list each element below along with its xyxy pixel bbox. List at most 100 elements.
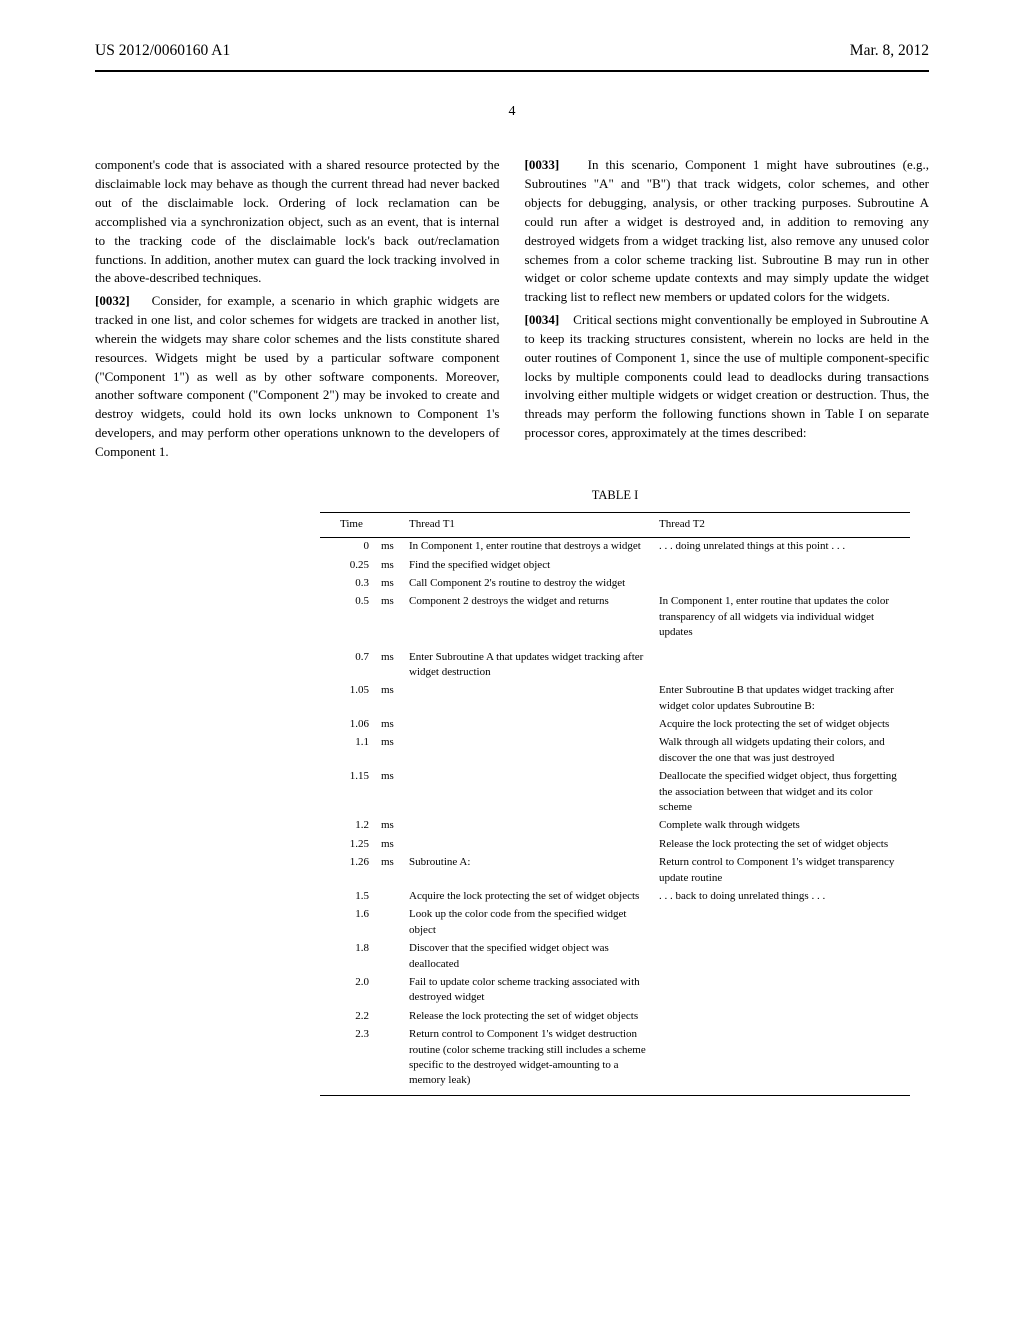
header-thread-t2: Thread T2 — [653, 513, 910, 537]
para-label-0032: [0032] — [95, 293, 130, 308]
cell-thread-t2 — [653, 1007, 910, 1025]
cell-thread-t1: Return control to Component 1's widget d… — [403, 1026, 653, 1096]
cell-time: 1.1 — [320, 734, 375, 768]
cell-unit: ms — [375, 716, 403, 734]
cell-thread-t1 — [403, 682, 653, 716]
cell-unit: ms — [375, 817, 403, 835]
two-column-layout: component's code that is associated with… — [95, 156, 929, 462]
cell-thread-t2: Walk through all widgets updating their … — [653, 734, 910, 768]
cell-thread-t1 — [403, 817, 653, 835]
cell-thread-t1: Acquire the lock protecting the set of w… — [403, 887, 653, 905]
cell-thread-t2: Return control to Component 1's widget t… — [653, 854, 910, 888]
cell-unit: ms — [375, 537, 403, 556]
cell-thread-t1: Call Component 2's routine to destroy th… — [403, 574, 653, 592]
para-text-0033: In this scenario, Component 1 might have… — [525, 157, 930, 304]
cell-time: 1.8 — [320, 940, 375, 974]
table-row: 2.3 Return control to Component 1's widge… — [320, 1026, 910, 1096]
paragraph-0034: [0034] Critical sections might conventio… — [525, 311, 930, 443]
cell-time: 0.25 — [320, 556, 375, 574]
cell-unit — [375, 887, 403, 905]
cell-unit: ms — [375, 593, 403, 642]
cell-time: 0.5 — [320, 593, 375, 642]
cell-thread-t2: In Component 1, enter routine that updat… — [653, 593, 910, 642]
table-row: 2.2 Release the lock protecting the set o… — [320, 1007, 910, 1025]
table-label: TABLE I — [320, 487, 910, 505]
cell-thread-t1: Release the lock protecting the set of w… — [403, 1007, 653, 1025]
cell-thread-t1: Look up the color code from the specifie… — [403, 906, 653, 940]
cell-unit: ms — [375, 574, 403, 592]
cell-thread-t2 — [653, 648, 910, 682]
cell-thread-t2 — [653, 556, 910, 574]
para-label-0034: [0034] — [525, 312, 560, 327]
cell-unit — [375, 906, 403, 940]
cell-time: 0 — [320, 537, 375, 556]
para-label-0033: [0033] — [525, 157, 560, 172]
cell-thread-t2 — [653, 973, 910, 1007]
cell-thread-t2 — [653, 1026, 910, 1096]
cell-time: 1.06 — [320, 716, 375, 734]
cell-time: 0.7 — [320, 648, 375, 682]
paragraph-0032: [0032] Consider, for example, a scenario… — [95, 292, 500, 462]
table-row: 1.06ms Acquire the lock protecting the se… — [320, 716, 910, 734]
page-header: US 2012/0060160 A1 Mar. 8, 2012 — [95, 40, 929, 62]
cell-unit — [375, 1026, 403, 1096]
cell-thread-t1: Subroutine A: — [403, 854, 653, 888]
cell-thread-t1: Discover that the specified widget objec… — [403, 940, 653, 974]
cell-time: 1.6 — [320, 906, 375, 940]
cell-thread-t1: Fail to update color scheme tracking ass… — [403, 973, 653, 1007]
table-row: 1.8 Discover that the specified widget ob… — [320, 940, 910, 974]
table-row: 0.3msCall Component 2's routine to destr… — [320, 574, 910, 592]
cell-thread-t2: Acquire the lock protecting the set of w… — [653, 716, 910, 734]
table-header-row: Time Thread T1 Thread T2 — [320, 513, 910, 537]
table-row: 0.5msComponent 2 destroys the widget and… — [320, 593, 910, 642]
cell-thread-t2: Complete walk through widgets — [653, 817, 910, 835]
cell-unit: ms — [375, 835, 403, 853]
cell-unit: ms — [375, 682, 403, 716]
table-row: 1.05msEnter Subroutine B that updates wi… — [320, 682, 910, 716]
publication-date: Mar. 8, 2012 — [850, 40, 929, 62]
para-continuation: component's code that is associated with… — [95, 156, 500, 288]
cell-unit: ms — [375, 648, 403, 682]
thread-table: Time Thread T1 Thread T2 0msIn Component… — [320, 512, 910, 1095]
cell-time: 1.2 — [320, 817, 375, 835]
cell-time: 2.0 — [320, 973, 375, 1007]
table-row: 1.15ms Deallocate the specified widget ob… — [320, 768, 910, 817]
cell-thread-t1 — [403, 734, 653, 768]
cell-thread-t2 — [653, 906, 910, 940]
paragraph-0033: [0033] In this scenario, Component 1 mig… — [525, 156, 930, 307]
table-row: 1.5Acquire the lock protecting the set o… — [320, 887, 910, 905]
cell-time: 1.26 — [320, 854, 375, 888]
para-text-0032: Consider, for example, a scenario in whi… — [95, 293, 500, 459]
cell-unit — [375, 940, 403, 974]
cell-thread-t2: Release the lock protecting the set of w… — [653, 835, 910, 853]
publication-number: US 2012/0060160 A1 — [95, 40, 230, 62]
cell-thread-t1: In Component 1, enter routine that destr… — [403, 537, 653, 556]
cell-unit — [375, 1007, 403, 1025]
cell-time: 2.3 — [320, 1026, 375, 1096]
cell-time: 0.3 — [320, 574, 375, 592]
cell-unit: ms — [375, 768, 403, 817]
table-row: 2.0 Fail to update color scheme tracking … — [320, 973, 910, 1007]
cell-thread-t1: Find the specified widget object — [403, 556, 653, 574]
cell-thread-t2: Deallocate the specified widget object, … — [653, 768, 910, 817]
cell-time: 2.2 — [320, 1007, 375, 1025]
cell-thread-t1: Component 2 destroys the widget and retu… — [403, 593, 653, 642]
cell-thread-t1: Enter Subroutine A that updates widget t… — [403, 648, 653, 682]
cell-time: 1.25 — [320, 835, 375, 853]
para-text-0034: Critical sections might conventionally b… — [525, 312, 930, 440]
cell-thread-t1 — [403, 716, 653, 734]
table-row: 1.25ms Release the lock protecting the se… — [320, 835, 910, 853]
page-number: 4 — [95, 102, 929, 122]
left-column: component's code that is associated with… — [95, 156, 500, 462]
cell-thread-t1 — [403, 768, 653, 817]
cell-unit: ms — [375, 734, 403, 768]
header-thread-t1: Thread T1 — [403, 513, 653, 537]
cell-time: 1.15 — [320, 768, 375, 817]
table-section: TABLE I Time Thread T1 Thread T2 0msIn C… — [320, 487, 910, 1096]
cell-thread-t2 — [653, 574, 910, 592]
table-row: 1.6 Look up the color code from the speci… — [320, 906, 910, 940]
cell-unit: ms — [375, 854, 403, 888]
cell-thread-t2: . . . doing unrelated things at this poi… — [653, 537, 910, 556]
cell-unit — [375, 973, 403, 1007]
cell-time: 1.05 — [320, 682, 375, 716]
